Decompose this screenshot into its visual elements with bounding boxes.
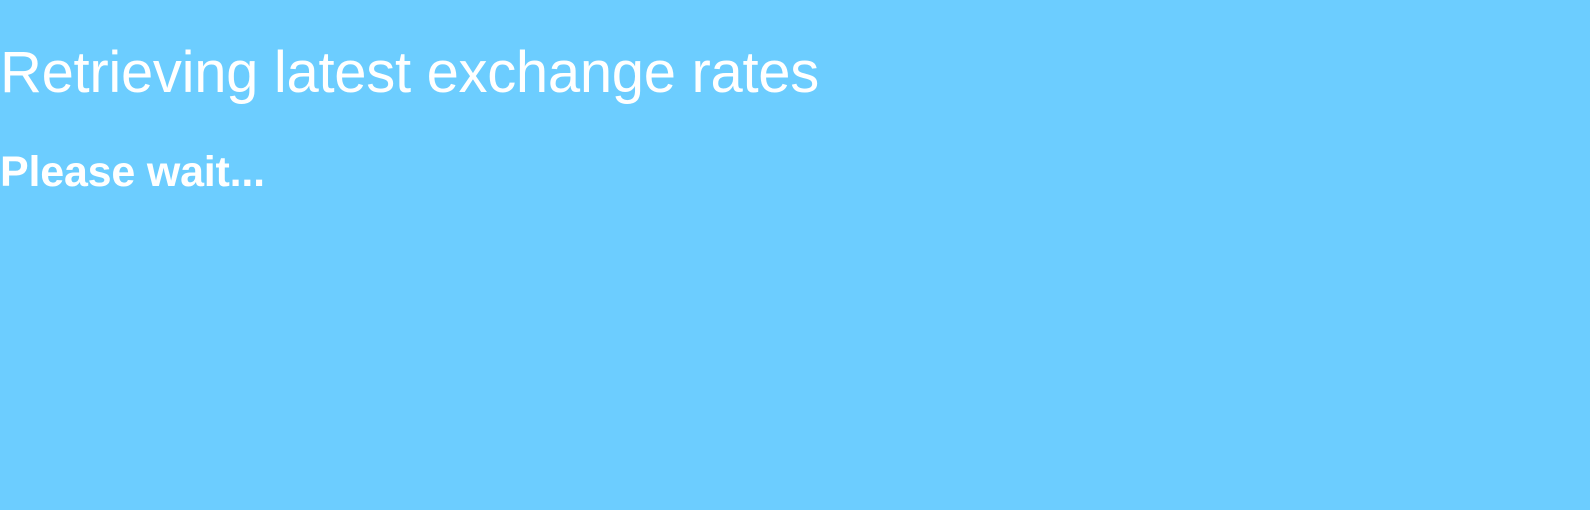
loading-message: Please wait... <box>0 148 265 196</box>
loading-title: Retrieving latest exchange rates <box>0 40 819 105</box>
